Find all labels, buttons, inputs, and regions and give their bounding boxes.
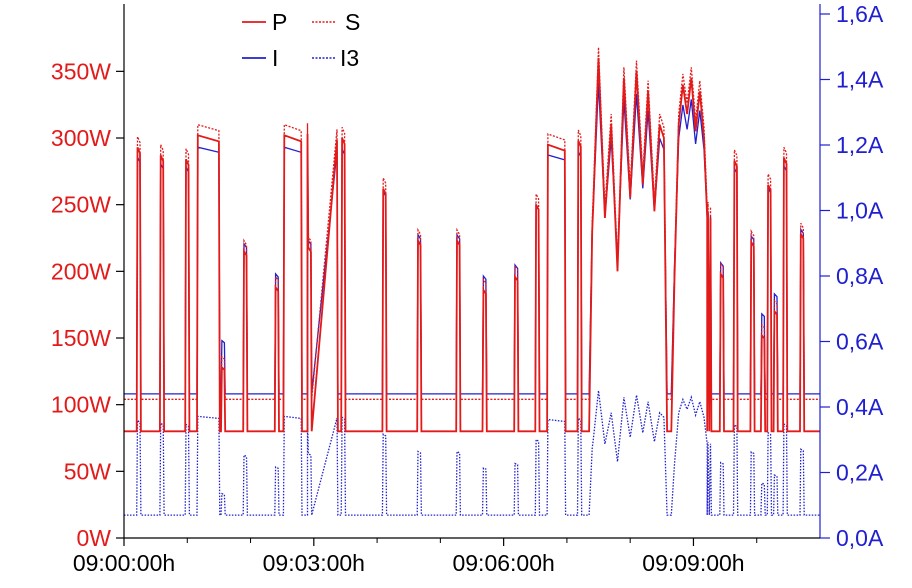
series-i3-line	[124, 390, 820, 516]
y-right-tick-label: 0,4A	[836, 394, 884, 420]
y-left-tick-label: 200W	[51, 258, 111, 284]
y-left-tick-label: 0W	[77, 525, 112, 551]
series-layer	[124, 47, 820, 516]
y-right-tick-label: 0,6A	[836, 329, 884, 355]
x-tick-label: 09:06:00h	[452, 550, 554, 576]
y-right-tick-label: 1,4A	[836, 67, 884, 93]
y-left-tick-label: 100W	[51, 392, 111, 418]
x-tick-label: 09:00:00h	[73, 550, 175, 576]
y-right-tick-label: 0,8A	[836, 263, 884, 289]
legend: P S I I3	[242, 9, 360, 71]
y-right-tick-label: 1,2A	[836, 132, 884, 158]
y-left-tick-label: 50W	[64, 458, 112, 484]
y-right-tick-label: 1,0A	[836, 198, 884, 224]
series-p-line	[124, 57, 820, 433]
legend-label-p: P	[272, 9, 287, 35]
y-left-tick-label: 350W	[51, 58, 111, 84]
legend-label-i: I	[272, 45, 278, 71]
y-right-tick-label: 0,0A	[836, 525, 884, 551]
x-tick-label: 09:03:00h	[263, 550, 365, 576]
x-tick-label: 09:09:00h	[642, 550, 744, 576]
y-left-tick-label: 150W	[51, 325, 111, 351]
legend-label-i3: I3	[340, 45, 359, 71]
axes: 0W 50W 100W 150W 200W 250W 300W 350W 0,0A 0,2A 0,4…	[51, 1, 884, 576]
legend-label-s: S	[345, 9, 360, 35]
y-right-tick-label: 0,2A	[836, 460, 884, 486]
y-right-tick-label: 1,6A	[836, 1, 884, 27]
y-left-tick-label: 300W	[51, 125, 111, 151]
y-left-tick-label: 250W	[51, 192, 111, 218]
